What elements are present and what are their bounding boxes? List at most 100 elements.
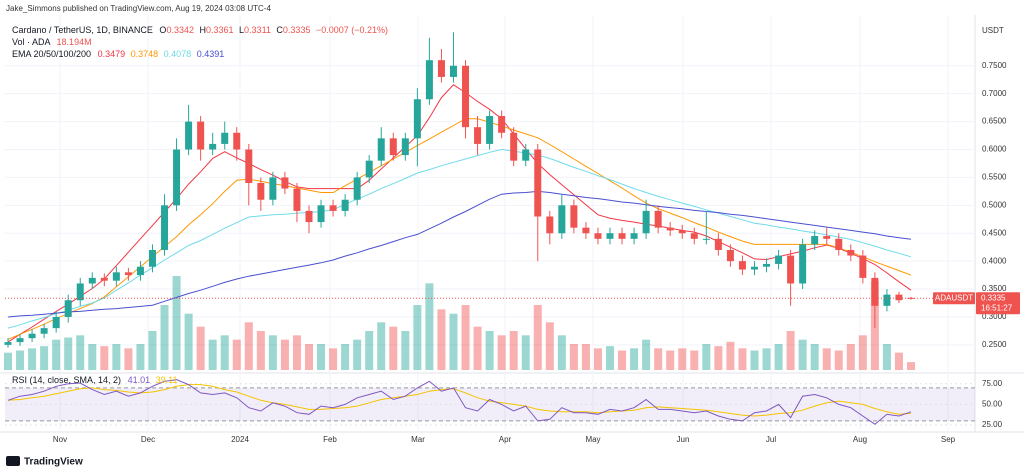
candle-body xyxy=(558,205,566,234)
candle-body xyxy=(811,236,819,245)
candle-body xyxy=(787,255,795,284)
volume-bar xyxy=(545,322,554,370)
volume-bar xyxy=(28,348,37,370)
volume-bar xyxy=(196,326,205,370)
countdown: 16:51:27 xyxy=(981,303,1013,312)
volume-bar xyxy=(618,350,627,370)
ema-line xyxy=(7,118,912,340)
price-badge xyxy=(976,292,1020,315)
x-tick-label: Feb xyxy=(323,435,337,444)
candle-body xyxy=(738,261,746,270)
symbol-label: ADAUSDT xyxy=(935,293,973,302)
candle-body xyxy=(654,210,662,228)
candle-body xyxy=(474,127,482,144)
candle-body xyxy=(666,227,674,231)
volume-bar xyxy=(907,362,915,370)
ema-value: 0.4391 xyxy=(197,49,225,59)
price-axis-label: USDT xyxy=(982,26,1004,35)
volume-bar xyxy=(389,326,398,370)
x-tick-label: Aug xyxy=(853,435,867,444)
candle-body xyxy=(365,160,373,178)
candle-body xyxy=(389,138,397,156)
candle-body xyxy=(726,249,734,262)
candle-body xyxy=(690,233,698,239)
candle-body xyxy=(341,199,349,211)
candle-body xyxy=(401,138,409,156)
y-tick-label: 0.3500 xyxy=(982,284,1007,293)
candle-body xyxy=(859,255,867,278)
y-tick-label: 0.6000 xyxy=(982,145,1007,154)
ema-value: 0.3479 xyxy=(98,49,126,59)
candle-body xyxy=(462,65,470,128)
volume-bar xyxy=(593,348,602,370)
candle-body xyxy=(245,149,253,183)
candle-body xyxy=(823,236,831,239)
candle-body xyxy=(425,60,433,100)
volume-bar xyxy=(365,331,374,370)
ema-line xyxy=(7,84,912,343)
candle-body xyxy=(678,230,686,234)
ohlc-label: C xyxy=(276,25,283,35)
volume-bar xyxy=(461,305,470,370)
volume-bar xyxy=(738,348,747,370)
volume-bar xyxy=(810,344,819,370)
volume-bar xyxy=(16,350,25,370)
candle-body xyxy=(124,272,132,276)
y-tick-label: 0.7000 xyxy=(982,89,1007,98)
candle-body xyxy=(40,328,48,334)
candle-body xyxy=(895,294,903,301)
volume-bar xyxy=(4,352,12,370)
candle-body xyxy=(293,188,301,211)
volume-bar xyxy=(714,346,723,370)
volume-bar xyxy=(581,344,590,370)
candle-body xyxy=(847,249,855,256)
volume-bar xyxy=(88,344,97,370)
ema-value: 0.4078 xyxy=(164,49,192,59)
volume-bar xyxy=(834,350,843,370)
volume-bar xyxy=(100,346,109,370)
candle-body xyxy=(209,143,217,150)
rsi-line xyxy=(7,379,912,425)
candle-body xyxy=(486,116,494,144)
volume-bar xyxy=(341,344,350,370)
rsi-ma-value: 39.11 xyxy=(156,375,178,385)
volume-bar xyxy=(124,348,133,370)
ohlc-label: H xyxy=(199,25,206,35)
volume-bar xyxy=(136,344,145,370)
volume-bar xyxy=(702,344,711,370)
y-tick-label: 0.2500 xyxy=(982,340,1007,349)
brand: TradingView xyxy=(6,456,83,468)
volume-bar xyxy=(244,322,253,370)
ema-name: EMA 20/50/100/200 xyxy=(12,49,91,59)
volume-bar xyxy=(401,331,410,370)
candle-body xyxy=(630,233,638,239)
x-tick-label: May xyxy=(585,435,600,444)
candle-body xyxy=(871,277,879,306)
brand-name: TradingView xyxy=(24,457,83,468)
volume-bar xyxy=(762,348,771,370)
volume-bar xyxy=(437,309,446,370)
candle-body xyxy=(52,316,60,329)
volume-last: 18.194M xyxy=(57,37,92,47)
volume-bar xyxy=(208,339,217,370)
candle-body xyxy=(112,272,120,281)
rsi-ma-line xyxy=(7,384,912,417)
volume-bar xyxy=(413,305,422,370)
candle-body xyxy=(148,249,156,267)
candle-body xyxy=(173,149,181,206)
volume-bar xyxy=(726,341,735,370)
y-tick-label: 0.5000 xyxy=(982,200,1007,209)
volume-bar xyxy=(256,331,265,370)
candle-body xyxy=(883,294,891,306)
x-tick-label: Jul xyxy=(766,435,776,444)
candle-body xyxy=(750,266,758,270)
y-tick-label: 0.6500 xyxy=(982,117,1007,126)
candle-body xyxy=(642,210,650,234)
logo xyxy=(6,456,20,466)
candle-body xyxy=(546,216,554,234)
x-tick-label: Jun xyxy=(677,435,690,444)
candle-body xyxy=(28,333,36,339)
volume-bar xyxy=(882,344,891,370)
volume-bar xyxy=(485,331,494,370)
ema-line xyxy=(7,190,912,318)
